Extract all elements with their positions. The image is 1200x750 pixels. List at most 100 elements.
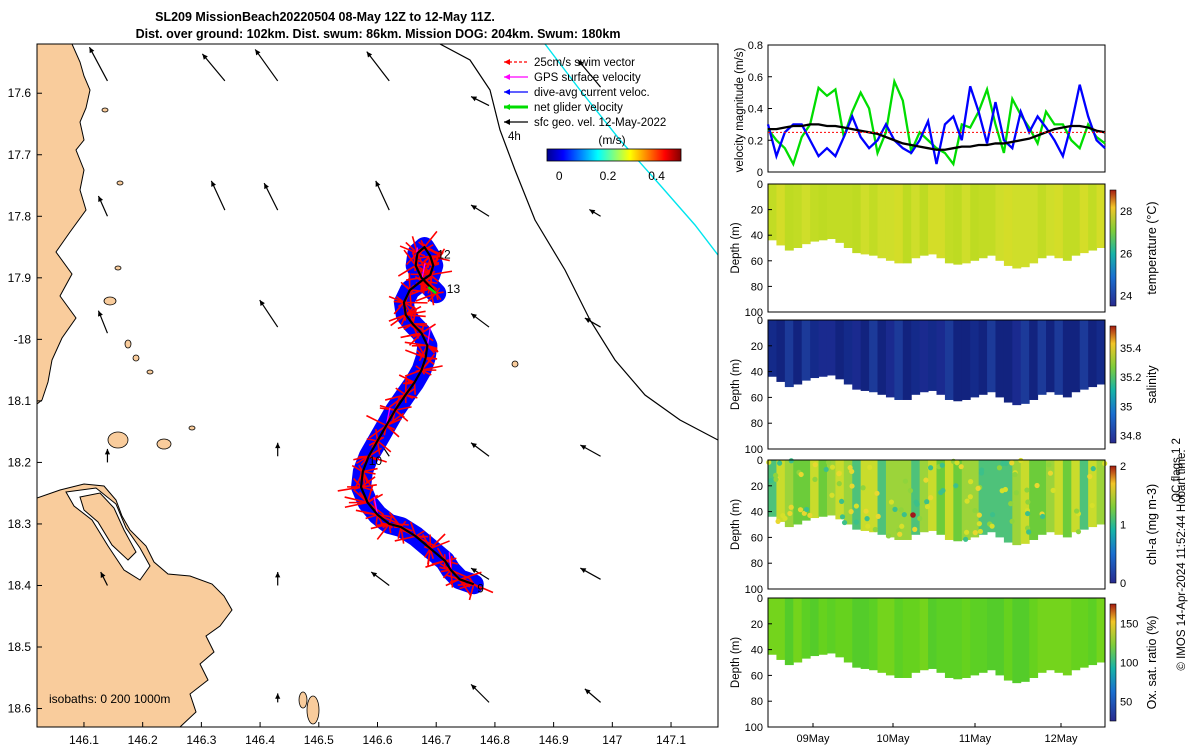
swim-vector (435, 292, 442, 301)
chla-sample-dot (798, 471, 804, 478)
section-column (1003, 460, 1013, 543)
legend-arrowhead (504, 74, 510, 80)
section-column (1088, 460, 1098, 528)
chla-sample-dot (1034, 482, 1040, 489)
surface-current-arrowhead (98, 310, 103, 317)
velocity-y-label: velocity magnitude (m/s) (734, 48, 746, 173)
time-tick-label: 11May (959, 733, 992, 745)
chla-sample-dot (976, 512, 982, 518)
chla-sample-dot (874, 490, 880, 496)
section-column (919, 184, 929, 256)
swim-vector (353, 455, 369, 461)
chla-sample-dot (964, 498, 970, 504)
dive-avg-current-band (351, 237, 484, 595)
section-column (869, 184, 879, 256)
section-column (1003, 320, 1013, 403)
chla-sample-dot (924, 504, 931, 510)
land-hinchinbrook-island (79, 492, 137, 561)
section-column (1054, 598, 1064, 673)
section-colorbar-tick-label: 2 (1120, 461, 1126, 473)
section-column (894, 184, 904, 264)
chla-sample-dot (768, 477, 774, 484)
section-column (961, 598, 971, 678)
chla-sample-dot (1089, 502, 1095, 509)
section-colorbar-tick-label: 100 (1120, 658, 1138, 670)
section-column (801, 598, 811, 659)
chla-sample-dot (766, 459, 772, 465)
velocity-y-tick-label: 0 (757, 167, 763, 179)
chla-sample-dot (841, 519, 848, 526)
chla-sample-dot (853, 519, 859, 525)
swim-vector (404, 341, 428, 347)
swim-vector (385, 424, 400, 438)
map-x-tick-label: 146.2 (128, 733, 158, 747)
section-column (1012, 184, 1022, 269)
section-column (1037, 320, 1047, 395)
section-frame (767, 597, 1106, 728)
section-column (902, 598, 912, 678)
surface-current-arrowhead (275, 571, 281, 578)
time-tick-label: 12May (1044, 733, 1078, 745)
section-column (1012, 598, 1022, 684)
chla-sample-dot (812, 462, 818, 468)
chla-sample-dot (848, 509, 854, 515)
swim-vector (421, 365, 443, 371)
chla-sample-dot (972, 530, 978, 536)
swim-vector (400, 526, 405, 544)
legend-label: dive-avg current veloc. (534, 87, 650, 99)
section-column (793, 460, 803, 525)
section-column (1088, 320, 1098, 388)
legend-note: 4h (508, 131, 521, 143)
chla-sample-dot (968, 479, 974, 485)
swim-vector (394, 406, 412, 411)
surface-current-arrowhead (275, 442, 281, 449)
swim-vector (421, 332, 434, 342)
chla-sample-dot (1075, 529, 1082, 535)
section-colorbar-tick-label: 34.8 (1120, 431, 1141, 443)
surface-current-arrowhead (471, 684, 477, 691)
footer-imos: © IMOS 14-Apr-2024 11:52:44 Hobart time. (1176, 449, 1188, 670)
section-column (835, 598, 845, 658)
velocity-series-line (767, 77, 1106, 168)
swim-vector (405, 313, 426, 318)
swim-vector (440, 569, 452, 573)
swim-vector (403, 301, 415, 318)
surface-current-arrow (201, 53, 226, 82)
swim-vector (420, 356, 434, 371)
section-column (776, 598, 786, 660)
section-column (843, 460, 853, 525)
section-colorbar-label: temperature (°C) (1145, 201, 1159, 294)
surface-current-arrowhead (580, 445, 587, 450)
section-column (1020, 460, 1030, 544)
chla-sample-dot (999, 488, 1005, 494)
section-column (936, 320, 946, 395)
surface-current-arrowhead (589, 209, 596, 215)
chla-sample-dot (803, 506, 810, 513)
section-y-label: Depth (m) (730, 222, 742, 273)
section-column (869, 598, 879, 671)
swim-vector (442, 569, 452, 579)
map-y-tick-label: 18.1 (8, 394, 32, 408)
chla-sample-dot (776, 460, 783, 466)
chla-sample-dot (788, 504, 794, 510)
section-column (1096, 320, 1106, 385)
swim-vector (376, 440, 381, 455)
swim-vector (365, 513, 378, 520)
map-y-tick-label: 18.5 (8, 640, 32, 654)
surface-current-arrowhead (89, 47, 95, 54)
chla-sample-dot (823, 466, 829, 473)
section-column (1062, 460, 1072, 538)
section-column (784, 598, 794, 666)
section-column (877, 184, 887, 259)
chla-sample-dot (829, 492, 835, 498)
section-column (995, 460, 1005, 538)
swim-vector (367, 494, 379, 504)
surface-current-arrow (366, 51, 390, 82)
chla-sample-dot (849, 483, 855, 489)
chla-sample-dot (787, 510, 793, 517)
island-0 (107, 431, 129, 449)
island-11 (114, 265, 122, 271)
chla-sample-dot (977, 528, 984, 535)
swim-vector (362, 467, 378, 473)
